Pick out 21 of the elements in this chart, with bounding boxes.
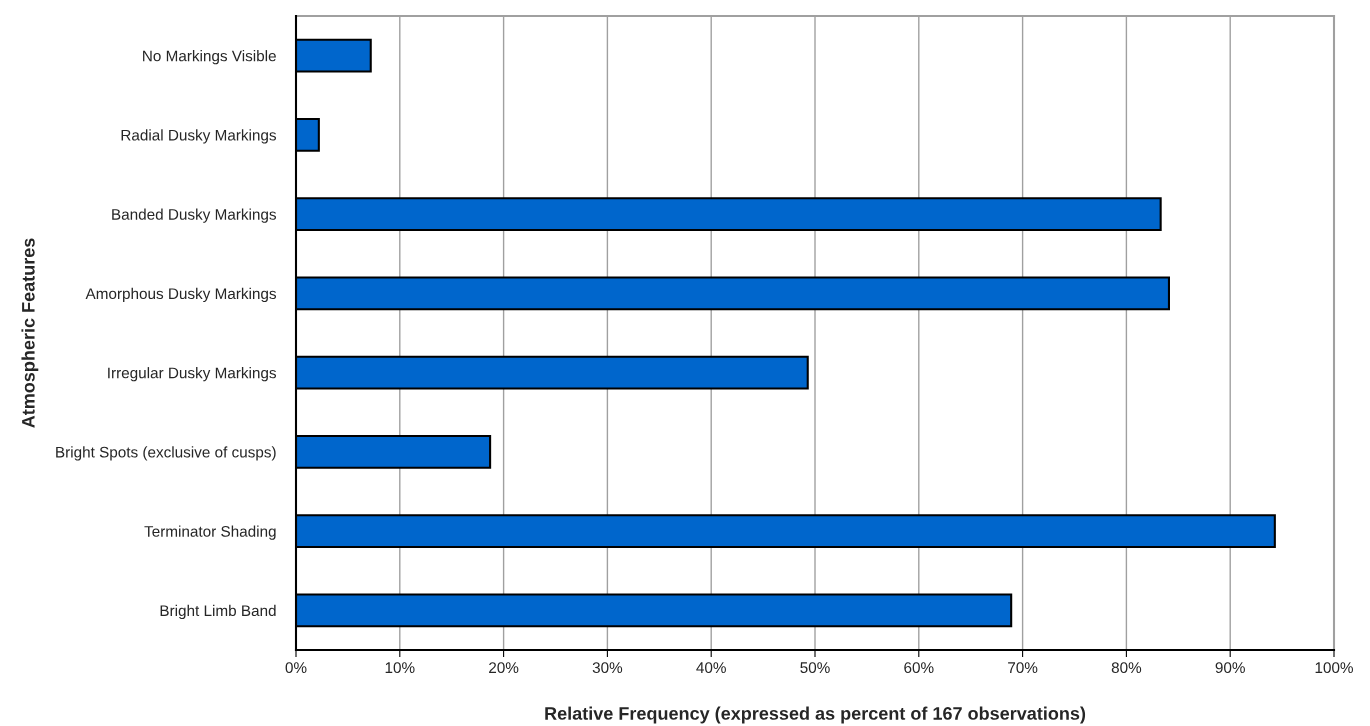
y-tick-label: Irregular Dusky Markings xyxy=(108,367,277,382)
x-tick-label: 100% xyxy=(1315,662,1353,674)
y-tick-label: Banded Dusky Markings xyxy=(112,208,277,223)
y-tick-label: Bright Limb Band xyxy=(160,604,276,620)
x-tick-label: 20% xyxy=(489,662,519,674)
y-axis-title: Atmospheric Features xyxy=(21,238,39,428)
x-tick-label: 70% xyxy=(1008,662,1038,674)
y-tick-label: Bright Spots (exclusive of cusps) xyxy=(56,446,276,461)
x-tick-label: 80% xyxy=(1111,662,1142,674)
x-tick-label: 30% xyxy=(592,662,623,674)
x-tick-label: 60% xyxy=(904,662,934,674)
y-tick-label: No Markings Visible xyxy=(143,50,276,65)
x-tick-label: 10% xyxy=(385,662,415,674)
x-axis-title: Relative Frequency (expressed as percent of 167 observations) xyxy=(545,706,1086,724)
x-tick-label: 90% xyxy=(1215,662,1245,674)
y-tick-label: Radial Dusky Markings xyxy=(121,129,277,144)
x-tick-label: 0% xyxy=(285,662,307,674)
x-tick-label: 50% xyxy=(800,662,830,674)
y-tick-label: Amorphous Dusky Markings xyxy=(85,287,277,303)
y-tick-label: Terminator Shading xyxy=(144,525,276,540)
x-tick-label: 40% xyxy=(696,662,726,674)
